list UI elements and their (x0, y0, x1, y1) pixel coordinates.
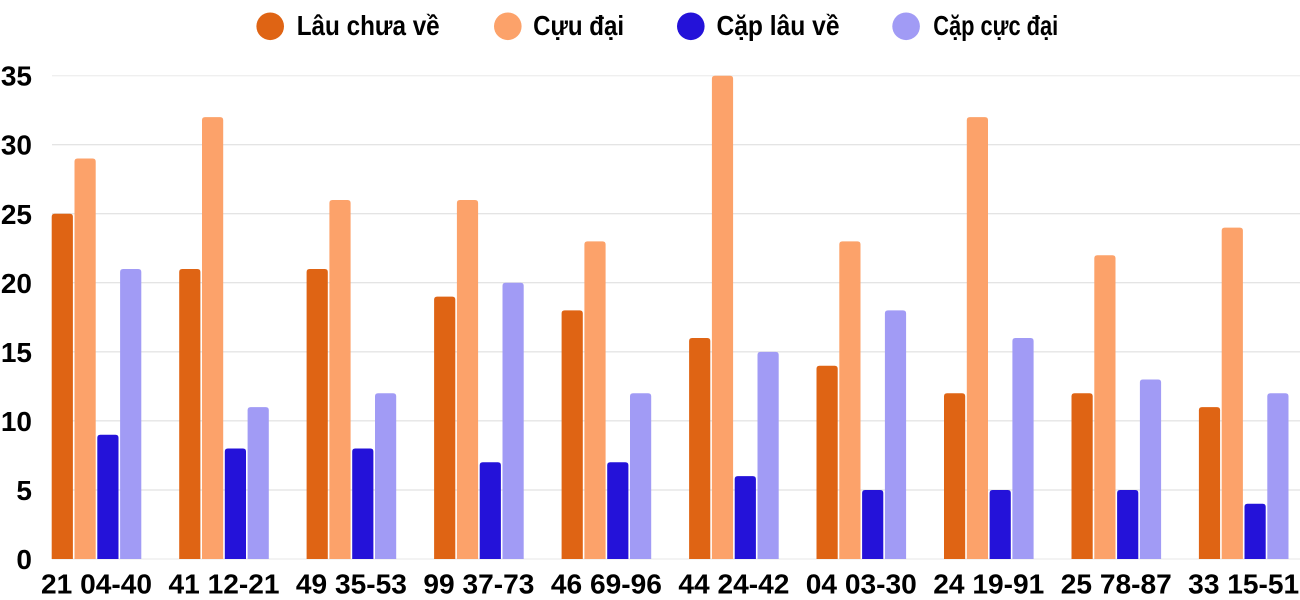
svg-text:20: 20 (1, 268, 32, 299)
svg-text:41 12-21: 41 12-21 (169, 569, 280, 600)
svg-text:21 04-40: 21 04-40 (41, 569, 152, 600)
svg-text:5: 5 (16, 475, 32, 506)
svg-text:44 24-42: 44 24-42 (678, 569, 789, 600)
svg-text:30: 30 (1, 130, 32, 161)
svg-text:Cặp lâu về: Cặp lâu về (717, 10, 840, 41)
svg-text:25 78-87: 25 78-87 (1061, 569, 1172, 600)
svg-text:Lâu chưa về: Lâu chưa về (297, 10, 440, 41)
svg-text:0: 0 (16, 544, 32, 575)
svg-text:10: 10 (1, 406, 32, 437)
svg-text:Cặp cực đại: Cặp cực đại (933, 10, 1058, 41)
svg-text:35: 35 (1, 61, 32, 92)
svg-text:33 15-51: 33 15-51 (1188, 569, 1299, 600)
svg-text:24 19-91: 24 19-91 (933, 569, 1044, 600)
svg-text:99 37-73: 99 37-73 (423, 569, 534, 600)
svg-text:49 35-53: 49 35-53 (296, 569, 407, 600)
svg-text:25: 25 (1, 199, 32, 230)
svg-text:04 03-30: 04 03-30 (806, 569, 917, 600)
svg-text:Cựu đại: Cựu đại (533, 10, 624, 41)
svg-text:15: 15 (1, 337, 32, 368)
svg-text:46 69-96: 46 69-96 (551, 569, 662, 600)
